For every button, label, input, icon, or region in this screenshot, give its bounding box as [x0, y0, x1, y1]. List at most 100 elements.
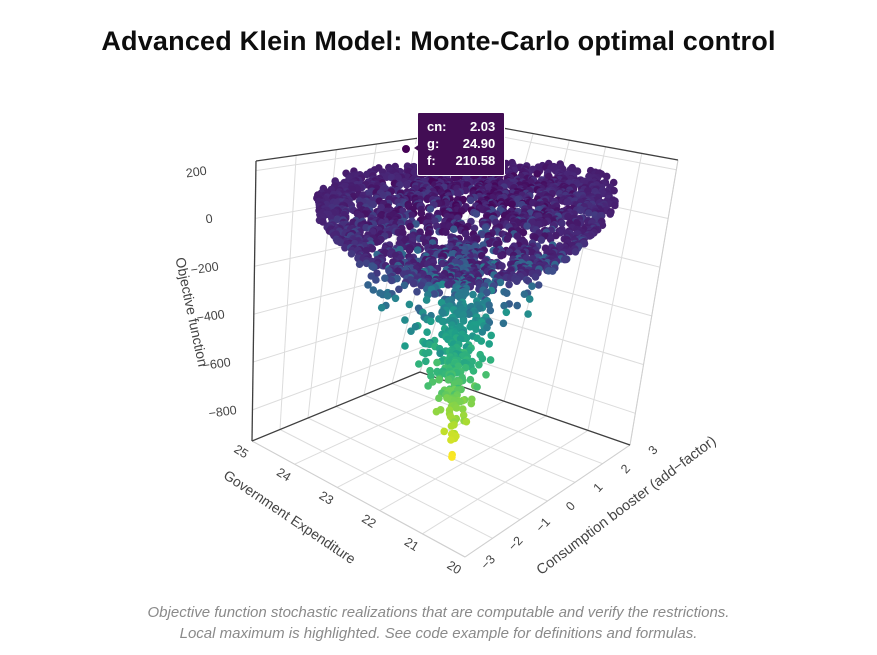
scatter-point	[452, 404, 461, 412]
tooltip-arrow-inner-icon	[414, 144, 420, 152]
x-tick-label: 22	[359, 512, 378, 531]
scatter-point	[391, 294, 400, 303]
scatter-point	[401, 342, 409, 350]
scatter-point	[524, 310, 532, 318]
scatter-point	[423, 328, 431, 337]
scatter-point	[459, 405, 467, 413]
scatter-point	[409, 279, 418, 288]
scatter-point	[560, 255, 569, 264]
right-wall-gridline	[587, 153, 643, 431]
tooltip-value: 210.58	[455, 153, 496, 168]
scatter-point	[500, 301, 508, 310]
floor-gridline-y	[307, 417, 521, 521]
scatter-point	[423, 195, 432, 204]
scatter-point	[447, 436, 455, 444]
scatter-point	[362, 246, 371, 255]
floor-gridline-x	[294, 386, 463, 465]
y-tick-label: 2	[618, 462, 633, 477]
y-tick-label: 0	[563, 499, 578, 514]
y-axis-title: Consumption booster (add−factor)	[534, 433, 720, 578]
floor-back-left-edge	[251, 371, 421, 442]
scatter-point	[413, 246, 422, 254]
tooltip-value: 2.03	[469, 119, 496, 134]
scatter-points[interactable]	[313, 158, 619, 461]
scatter-point	[422, 296, 431, 304]
scatter-point	[405, 246, 414, 254]
floor-gridline-y	[363, 394, 576, 483]
left-wall-gridline	[279, 155, 297, 430]
scatter-point	[473, 235, 481, 244]
scatter-point	[486, 306, 495, 315]
scatter-point	[407, 327, 415, 336]
scatter-point	[459, 317, 468, 325]
y-tick-label: 1	[591, 480, 606, 495]
scatter-point	[387, 173, 396, 182]
scatter-point	[379, 191, 387, 200]
z-tick-label: −600	[202, 355, 232, 373]
scatter-point	[438, 317, 447, 326]
scatter-point	[477, 337, 486, 345]
scatter-point	[523, 222, 531, 230]
scatter-point	[478, 230, 487, 239]
scatter-point	[372, 276, 380, 284]
scatter-point	[472, 210, 481, 218]
x-axis-title: Government Expenditure	[221, 467, 359, 567]
scatter-point	[435, 394, 443, 403]
scatter-point	[546, 235, 555, 244]
scatter-point	[447, 422, 456, 430]
caption-line-2: Local maximum is highlighted. See code e…	[179, 625, 698, 642]
scatter-point	[462, 417, 471, 426]
scatter-point	[407, 211, 416, 219]
z-tick-label: 0	[205, 212, 214, 227]
scatter-point	[478, 354, 487, 363]
scatter-point	[548, 267, 557, 275]
scatter-point	[508, 200, 516, 208]
scatter-point	[448, 453, 456, 461]
floor-front-right-edge	[464, 444, 631, 558]
y-tick-label: −2	[506, 534, 526, 554]
scatter-point	[469, 290, 477, 299]
scatter-point	[476, 304, 484, 313]
scatter-point	[475, 361, 483, 369]
scatter-point	[522, 254, 531, 262]
scatter-point	[369, 200, 378, 209]
scatter-point	[368, 245, 377, 253]
scatter-point	[433, 358, 441, 367]
z-axis-edge	[251, 160, 257, 442]
scatter-point	[537, 236, 546, 244]
scatter-point	[362, 259, 371, 268]
scatter-point	[602, 172, 611, 181]
scatter-point	[372, 238, 381, 246]
scatter-point	[534, 281, 543, 289]
scatter-point	[395, 285, 403, 294]
scatter-point	[465, 310, 473, 319]
scatter-point	[564, 212, 572, 221]
tooltip-value: 24.90	[462, 136, 496, 151]
scatter-point	[427, 317, 435, 326]
z-tick-label: −800	[208, 403, 238, 421]
scatter-point	[402, 181, 411, 189]
scatter-point	[469, 367, 478, 375]
scatter-point	[417, 281, 426, 290]
scatter-point	[355, 260, 364, 269]
scatter-point	[417, 209, 426, 218]
scatter-point	[498, 262, 506, 270]
scatter-point	[485, 340, 494, 348]
scatter-point	[525, 295, 534, 303]
top-right-edge	[496, 126, 679, 161]
scatter-point	[399, 229, 407, 237]
y-tick-label: −3	[478, 552, 498, 572]
scatter-point	[513, 301, 521, 310]
scatter-point	[363, 170, 371, 179]
scatter-point	[439, 309, 447, 318]
x-tick-label: 25	[232, 442, 251, 461]
scatter-point	[364, 281, 372, 289]
scatter-point	[415, 360, 423, 368]
left-wall-z-gridline	[252, 344, 429, 411]
scatter-point	[552, 231, 560, 240]
scatter-point	[505, 280, 513, 289]
scatter-point	[499, 319, 508, 328]
scatter-point	[412, 220, 420, 228]
floor-gridline-y	[335, 406, 548, 502]
